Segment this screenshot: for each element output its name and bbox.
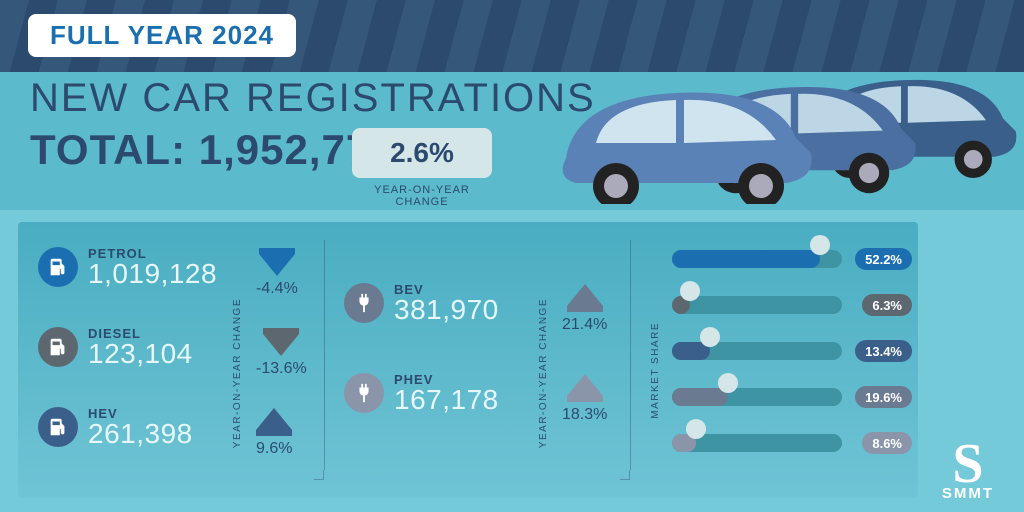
fuel-value: 123,104 xyxy=(88,341,193,368)
share-knob xyxy=(718,373,738,393)
share-fill xyxy=(672,250,820,268)
fuel-text: HEV261,398 xyxy=(88,406,193,448)
plug-icon xyxy=(344,283,384,323)
cars-illustration xyxy=(552,24,1024,204)
yoy-arrow: 21.4% xyxy=(562,284,607,334)
fuel-value: 1,019,128 xyxy=(88,261,217,288)
share-row: 19.6% xyxy=(672,374,906,420)
logo-text: SMMT xyxy=(930,485,1006,502)
fuel-value: 261,398 xyxy=(88,421,193,448)
share-pill: 19.6% xyxy=(855,386,912,408)
yoy-pct: 21.4% xyxy=(562,316,607,334)
fuel-text: BEV381,970 xyxy=(394,282,499,324)
yoy-arrow: -4.4% xyxy=(256,248,298,298)
share-col-label: MARKET SHARE xyxy=(650,322,661,419)
fuel-text: PHEV167,178 xyxy=(394,372,499,414)
yoy-arrow: -13.6% xyxy=(256,328,307,378)
pump-icon xyxy=(38,327,78,367)
market-share-chart: 52.2%6.3%13.4%19.6%8.6% xyxy=(672,236,906,466)
share-pill: 6.3% xyxy=(862,294,912,316)
pump-icon xyxy=(38,247,78,287)
infographic-canvas: FULL YEAR 2024 NEW CAR REGISTRATIONS TOT… xyxy=(0,0,1024,512)
share-pill: 52.2% xyxy=(855,248,912,270)
header: FULL YEAR 2024 NEW CAR REGISTRATIONS TOT… xyxy=(0,0,1024,210)
total-label: TOTAL: xyxy=(30,126,186,173)
share-pill: 13.4% xyxy=(855,340,912,362)
share-row: 52.2% xyxy=(672,236,906,282)
total-line: TOTAL: 1,952,778 xyxy=(30,126,395,174)
pump-icon xyxy=(38,407,78,447)
yoy-pct: -13.6% xyxy=(256,360,307,378)
fuel-row: HEV261,398 xyxy=(38,406,193,448)
smmt-logo: S SMMT xyxy=(930,439,1006,502)
share-knob xyxy=(700,327,720,347)
corner-1 xyxy=(314,470,324,480)
plug-icon xyxy=(344,373,384,413)
main-title: NEW CAR REGISTRATIONS xyxy=(30,76,596,121)
yoy-pct: 18.3% xyxy=(562,406,607,424)
share-knob xyxy=(680,281,700,301)
yoy-col-label-left: YEAR-ON-YEAR CHANGE xyxy=(232,298,243,448)
divider-1 xyxy=(324,240,325,470)
share-row: 8.6% xyxy=(672,420,906,466)
yoy-label: YEAR-ON-YEAR CHANGE xyxy=(348,184,496,208)
corner-2 xyxy=(620,470,630,480)
yoy-col-label-right: YEAR-ON-YEAR CHANGE xyxy=(538,298,549,448)
fuel-row: PETROL1,019,128 xyxy=(38,246,217,288)
divider-2 xyxy=(630,240,631,470)
share-knob xyxy=(810,235,830,255)
share-row: 6.3% xyxy=(672,282,906,328)
share-fill xyxy=(672,388,728,406)
yoy-box: 2.6% xyxy=(352,128,492,178)
fuel-row: PHEV167,178 xyxy=(344,372,499,414)
fuel-text: DIESEL123,104 xyxy=(88,326,193,368)
yoy-pct: 9.6% xyxy=(256,440,292,458)
yoy-arrow: 18.3% xyxy=(562,374,607,424)
share-track xyxy=(672,296,842,314)
fuel-value: 381,970 xyxy=(394,297,499,324)
share-pill: 8.6% xyxy=(862,432,912,454)
fuel-value: 167,178 xyxy=(394,387,499,414)
yoy-arrow: 9.6% xyxy=(256,408,292,458)
fuel-row: DIESEL123,104 xyxy=(38,326,193,368)
fuel-row: BEV381,970 xyxy=(344,282,499,324)
share-row: 13.4% xyxy=(672,328,906,374)
logo-mark: S xyxy=(930,439,1006,489)
lower-panel: PETROL1,019,128 DIESEL123,104 HEV261,398 Y… xyxy=(18,222,918,498)
year-badge: FULL YEAR 2024 xyxy=(28,14,296,57)
yoy-pct: -4.4% xyxy=(256,280,298,298)
fuel-text: PETROL1,019,128 xyxy=(88,246,217,288)
